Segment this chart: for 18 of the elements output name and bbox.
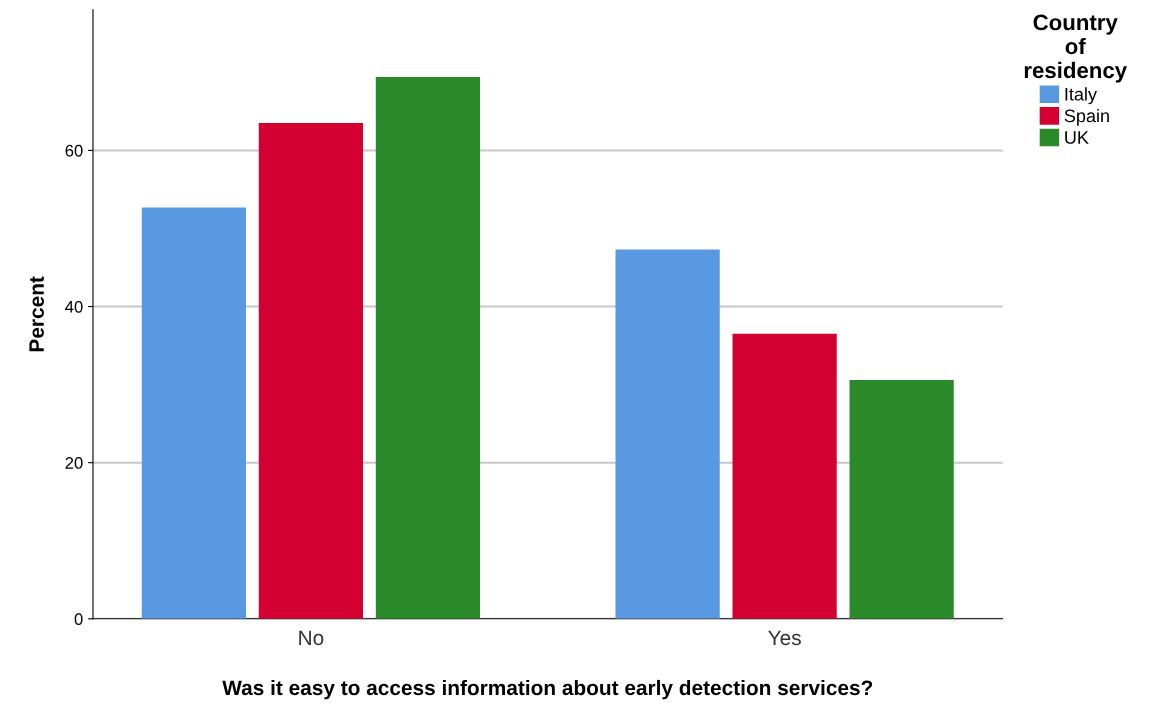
x-axis-title: Was it easy to access information about early detection services? xyxy=(222,679,873,700)
bar xyxy=(258,123,363,619)
legend-label: Italy xyxy=(1065,87,1097,105)
bar xyxy=(732,333,837,619)
x-tick-label: No xyxy=(299,630,324,646)
bar xyxy=(141,207,246,619)
y-tick-label: 60 xyxy=(65,144,83,157)
bar xyxy=(375,77,481,619)
y-tick-label: 40 xyxy=(65,300,83,313)
y-tick-label: 0 xyxy=(74,613,83,625)
x-tick-label: Yes xyxy=(768,630,801,646)
y-axis-title: Percent xyxy=(29,276,44,352)
bar xyxy=(615,249,720,619)
legend-label: UK xyxy=(1065,131,1089,144)
bar xyxy=(849,379,954,619)
y-tick-label: 20 xyxy=(65,457,83,469)
legend-title: Country of residency xyxy=(1024,14,1127,83)
legend-label: Spain xyxy=(1064,108,1109,126)
